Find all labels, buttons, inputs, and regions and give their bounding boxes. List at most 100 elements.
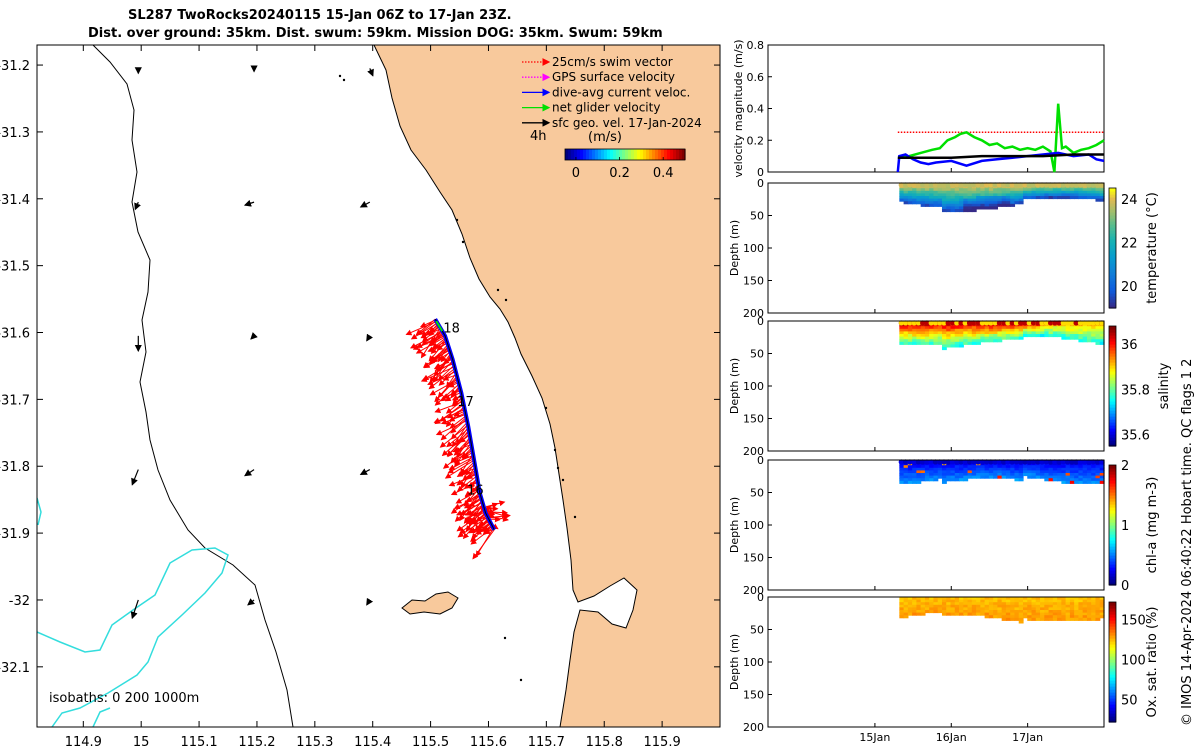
salinity-colorbar-cell (1109, 377, 1116, 381)
oxygen-cell (1035, 602, 1041, 606)
salinity-cell (1086, 339, 1092, 343)
temperature-cell (1099, 198, 1105, 202)
salinity-cell (899, 341, 905, 345)
temperature-colorbar-cell (1109, 290, 1116, 294)
salinity-colorbar-cell (1109, 326, 1116, 330)
oxygen-cell (976, 597, 981, 601)
salinity-surface-dot (1069, 320, 1075, 326)
oxygen-cell (1010, 612, 1016, 616)
salinity-cell (1091, 331, 1097, 335)
day-label: 17 (457, 395, 474, 410)
temperature-cell (1095, 188, 1101, 192)
chla-cell (920, 470, 926, 474)
temperature-cell (920, 196, 926, 200)
chla-cell (899, 473, 905, 477)
oxygen-cell (1014, 612, 1020, 616)
temperature-cell (993, 190, 999, 194)
oxygen-cell (1048, 602, 1054, 606)
oxygen-cell (963, 612, 969, 616)
salinity-colorbar-cell (1109, 332, 1116, 336)
temperature-cell (971, 188, 977, 192)
temperature-cell (1035, 196, 1041, 200)
chla-cell (967, 473, 973, 477)
temperature-cell (903, 196, 909, 200)
temperature-cell (959, 198, 964, 202)
oxygen-cell (929, 599, 935, 603)
oxygen-cell (963, 597, 969, 601)
salinity-surface-dot (962, 320, 968, 326)
colorbar-cell (610, 149, 614, 160)
swim-vector (448, 456, 474, 470)
chla-cell (1044, 470, 1050, 474)
chla-cell (967, 475, 973, 479)
oxygen-cell (1065, 602, 1071, 606)
temperature-cell (980, 190, 986, 194)
temperature-colorbar-cell (1109, 224, 1116, 228)
chla-cell (1040, 473, 1045, 477)
temperature-cell (988, 196, 994, 200)
salinity-y-tick-label: 100 (743, 380, 764, 393)
colorbar-tick-label: 0.2 (609, 166, 630, 181)
oxygen-cell (984, 612, 990, 616)
chla-cell (1099, 465, 1105, 469)
salinity-cell (907, 334, 913, 338)
salinity-cell (971, 336, 977, 340)
temperature-cell (959, 206, 964, 210)
salinity-cell (980, 339, 986, 343)
temperature-cell (954, 196, 960, 200)
oxygen-cell (1061, 615, 1067, 619)
oxygen-cell (1069, 599, 1075, 603)
chla-cell (959, 478, 964, 482)
chla-surface-dot (1052, 459, 1058, 465)
oxygen-cell (1065, 597, 1071, 601)
chla-cell (1040, 467, 1045, 471)
salinity-cell (1010, 334, 1016, 338)
chla-cell (1057, 478, 1062, 482)
chla-cell (1001, 467, 1007, 471)
salinity-cell (963, 339, 969, 343)
temperature-colorbar-cell (1109, 209, 1116, 213)
salinity-cell (903, 328, 909, 332)
chla-cell (1095, 473, 1101, 477)
oxygen-cell (916, 607, 922, 611)
temperature-cell (1040, 190, 1045, 194)
oxygen-cell (1014, 607, 1020, 611)
salinity-cell (1095, 339, 1101, 343)
oxygen-cell (1035, 604, 1041, 608)
temperature-cell (916, 196, 922, 200)
salinity-surface-dot (920, 320, 926, 326)
chla-surface-dot (1073, 459, 1079, 465)
salinity-cell (1014, 336, 1020, 340)
chla-cell (1061, 467, 1067, 471)
oxygen-cell (1069, 610, 1075, 614)
temperature-cell (1095, 198, 1101, 202)
temperature-cell (937, 203, 943, 207)
oxygen-y-tick-label: 200 (743, 721, 764, 734)
oxygen-cell (1022, 610, 1028, 614)
oxygen-cell (1027, 604, 1033, 608)
salinity-cell (967, 328, 973, 332)
salinity-colorbar-cell (1109, 365, 1116, 369)
chla-cell (1014, 470, 1020, 474)
salinity-cell (1065, 328, 1071, 332)
temperature-cell (950, 193, 956, 197)
salinity-cell (1065, 331, 1071, 335)
temperature-cell (1031, 193, 1037, 197)
temperature-cell (976, 196, 981, 200)
oxygen-cell (950, 597, 956, 601)
chla-surface-dot (924, 459, 930, 465)
swim-vector (468, 515, 488, 525)
salinity-cell (963, 326, 969, 330)
temperature-cell (937, 193, 943, 197)
salinity-cell (993, 326, 999, 330)
oxygen-cell (1027, 599, 1033, 603)
chla-surface-dot (1001, 459, 1007, 465)
oxygen-cell (1052, 604, 1058, 608)
salinity-cell (1099, 326, 1105, 330)
chla-cell (916, 470, 922, 474)
temperature-colorbar-cell (1109, 269, 1116, 273)
salinity-cell (933, 328, 939, 332)
salinity-cell (933, 334, 939, 338)
oxygen-cell (903, 612, 909, 616)
salinity-cell (1048, 331, 1054, 335)
